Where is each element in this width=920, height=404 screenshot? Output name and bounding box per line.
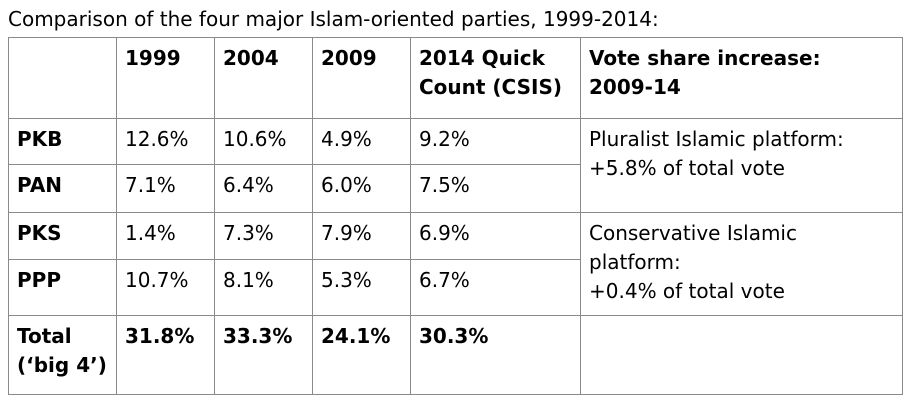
header-1999: 1999 xyxy=(116,37,215,119)
total-label-line-1: Total xyxy=(17,324,72,348)
header-increase-line-2: 2009-14 xyxy=(589,75,681,99)
value-2009: 6.0% xyxy=(312,164,411,213)
header-2004: 2004 xyxy=(214,37,313,119)
value-2004: 8.1% xyxy=(214,259,313,316)
value-1999: 7.1% xyxy=(116,164,215,213)
value-1999: 10.7% xyxy=(116,259,215,316)
table-row: PKS 1.4% 7.3% 7.9% 6.9% Conservative Isl… xyxy=(8,212,903,316)
total-2009: 24.1% xyxy=(312,315,411,395)
value-1999: 1.4% xyxy=(116,212,215,260)
value-2009: 5.3% xyxy=(312,259,411,316)
value-2004: 7.3% xyxy=(214,212,313,260)
total-1999: 31.8% xyxy=(116,315,215,395)
value-2014: 6.9% xyxy=(410,212,581,260)
empty-cell xyxy=(580,315,903,395)
header-2014-line-2: Count (CSIS) xyxy=(419,75,562,99)
conservative-note-line-3: +0.4% of total vote xyxy=(589,279,785,303)
value-2009: 4.9% xyxy=(312,118,411,165)
table-caption: Comparison of the four major Islam-orien… xyxy=(8,7,659,31)
value-2004: 6.4% xyxy=(214,164,313,213)
pluralist-group-note: Pluralist Islamic platform: +5.8% of tot… xyxy=(580,118,903,213)
header-2009: 2009 xyxy=(312,37,411,119)
party-name: PAN xyxy=(8,164,117,213)
header-increase-line-1: Vote share increase: xyxy=(589,46,821,70)
corner-cell xyxy=(8,37,117,119)
header-2014-quick-count: 2014 Quick Count (CSIS) xyxy=(410,37,581,119)
value-2004: 10.6% xyxy=(214,118,313,165)
table-row: PKB 12.6% 10.6% 4.9% 9.2% Pluralist Isla… xyxy=(8,118,903,213)
header-vote-share-increase: Vote share increase: 2009-14 xyxy=(580,37,903,119)
value-2014: 6.7% xyxy=(410,259,581,316)
total-2004: 33.3% xyxy=(214,315,313,395)
party-name: PKB xyxy=(8,118,117,165)
conservative-note-line-2: platform: xyxy=(589,250,681,274)
party-name: PKS xyxy=(8,212,117,260)
conservative-group-note: Conservative Islamic platform: +0.4% of … xyxy=(580,212,903,316)
header-row: 1999 2004 2009 2014 Quick Count (CSIS) V… xyxy=(8,37,903,119)
pluralist-note-line-1: Pluralist Islamic platform: xyxy=(589,127,844,151)
total-label-line-2: (‘big 4’) xyxy=(17,353,107,377)
comparison-table: 1999 2004 2009 2014 Quick Count (CSIS) V… xyxy=(8,37,903,395)
total-label: Total (‘big 4’) xyxy=(8,315,117,395)
value-1999: 12.6% xyxy=(116,118,215,165)
pluralist-note-line-2: +5.8% of total vote xyxy=(589,156,785,180)
conservative-note-line-1: Conservative Islamic xyxy=(589,221,797,245)
value-2009: 7.9% xyxy=(312,212,411,260)
table-row: PPP 10.7% 8.1% 5.3% 6.7% xyxy=(8,259,903,316)
total-2014: 30.3% xyxy=(410,315,581,395)
total-row: Total (‘big 4’) 31.8% 33.3% 24.1% 30.3% xyxy=(8,315,903,395)
header-2014-line-1: 2014 Quick xyxy=(419,46,545,70)
value-2014: 9.2% xyxy=(410,118,581,165)
party-name: PPP xyxy=(8,259,117,316)
value-2014: 7.5% xyxy=(410,164,581,213)
